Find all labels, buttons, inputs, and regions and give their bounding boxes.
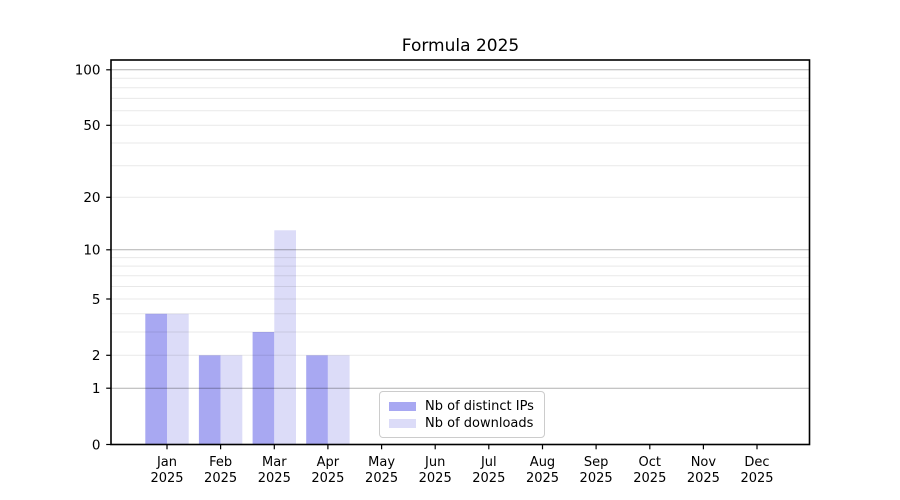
x-tick-label-jul: Jul 2025 xyxy=(472,455,505,486)
bar-nb-of-downloads-apr xyxy=(327,355,350,445)
legend-label-distinct-ips: Nb of distinct IPs xyxy=(425,398,534,414)
bar-nb-of-distinct-ips-apr xyxy=(306,355,328,445)
x-tick-label-nov: Nov 2025 xyxy=(687,455,720,486)
legend: Nb of distinct IPs Nb of downloads xyxy=(379,391,545,438)
bar-nb-of-distinct-ips-jan xyxy=(145,313,167,445)
y-tick-label-0: 0 xyxy=(92,437,101,453)
chart-title: Formula 2025 xyxy=(401,36,520,56)
legend-item-distinct-ips: Nb of distinct IPs xyxy=(389,400,535,413)
y-tick-label-1: 1 xyxy=(92,381,101,397)
x-tick-label-feb: Feb 2025 xyxy=(204,455,237,486)
bar-nb-of-downloads-feb xyxy=(220,355,243,445)
bar-nb-of-distinct-ips-mar xyxy=(252,332,275,445)
legend-item-downloads: Nb of downloads xyxy=(389,417,535,430)
y-tick-label-10: 10 xyxy=(83,243,100,259)
y-tick-label-100: 100 xyxy=(75,63,101,79)
x-tick-label-may: May 2025 xyxy=(365,455,398,486)
x-tick-label-sep: Sep 2025 xyxy=(580,455,613,486)
bar-nb-of-distinct-ips-feb xyxy=(198,355,221,445)
x-tick-label-jan: Jan 2025 xyxy=(150,455,183,486)
legend-label-downloads: Nb of downloads xyxy=(425,415,534,431)
x-tick-label-aug: Aug 2025 xyxy=(526,455,559,486)
bar-nb-of-downloads-mar xyxy=(274,230,296,445)
axes-frame xyxy=(110,59,811,446)
x-tick-label-oct: Oct 2025 xyxy=(633,455,666,486)
y-tick-label-2: 2 xyxy=(92,348,101,364)
legend-swatch-downloads xyxy=(389,418,416,428)
bar-nb-of-downloads-jan xyxy=(167,313,189,445)
x-tick-label-dec: Dec 2025 xyxy=(740,455,773,486)
y-tick-label-20: 20 xyxy=(83,190,100,206)
x-tick-label-mar: Mar 2025 xyxy=(258,455,291,486)
y-tick-label-50: 50 xyxy=(83,118,100,134)
x-tick-label-jun: Jun 2025 xyxy=(419,455,452,486)
legend-swatch-distinct-ips xyxy=(389,401,416,411)
x-tick-label-apr: Apr 2025 xyxy=(311,455,344,486)
y-tick-label-5: 5 xyxy=(92,292,101,308)
